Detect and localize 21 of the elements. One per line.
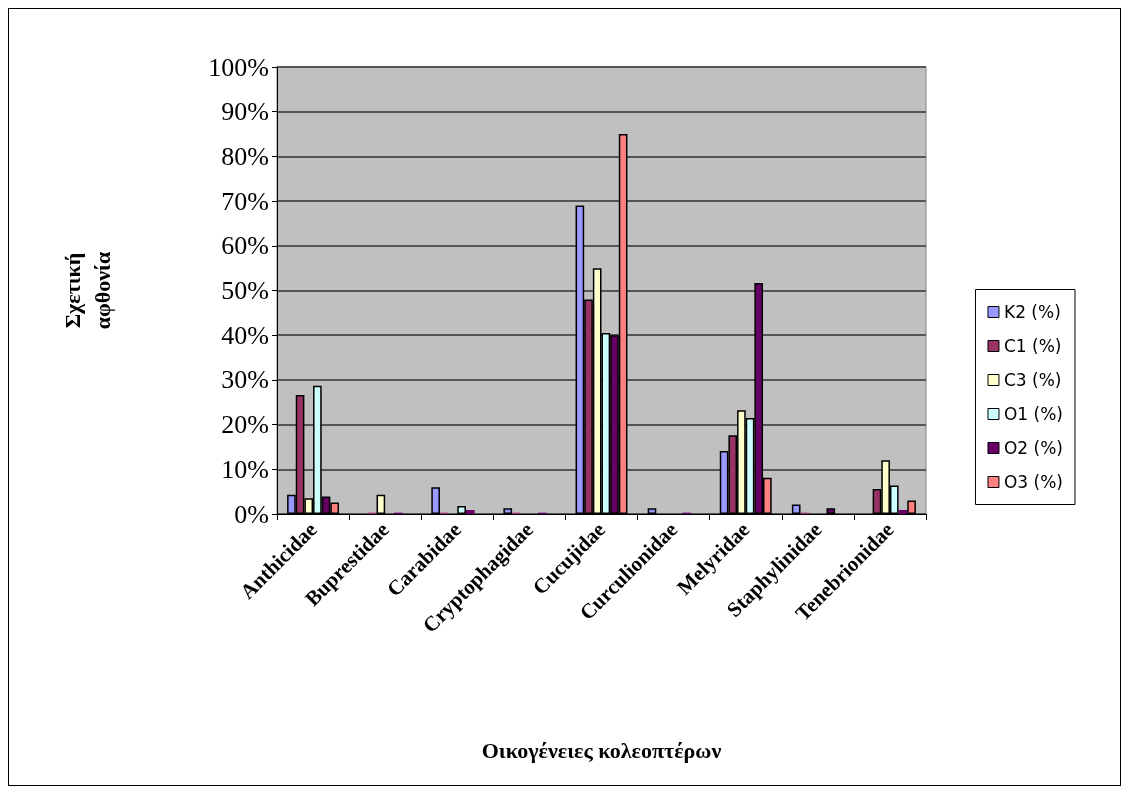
legend-label: O3 (%) <box>1003 472 1064 492</box>
legend-label: C1 (%) <box>1003 336 1062 356</box>
bar <box>465 509 475 514</box>
bar <box>898 509 908 514</box>
y-tick-label: 70% <box>221 186 269 216</box>
y-tick-label: 90% <box>221 97 269 127</box>
y-tick-label: 30% <box>221 365 269 395</box>
y-tick-label: 0% <box>234 499 269 529</box>
legend-label: O1 (%) <box>1003 404 1064 424</box>
y-tick-label: 100% <box>208 52 269 82</box>
y-tick-label: 40% <box>221 320 269 350</box>
legend-label: C3 (%) <box>1003 370 1062 390</box>
legend-label: K2 (%) <box>1003 302 1061 322</box>
y-tick-label: 20% <box>221 410 269 440</box>
legend-label: O2 (%) <box>1003 438 1064 458</box>
x-axis-title: Οικογένειες κολεοπτέρων <box>481 737 722 763</box>
y-tick-label: 80% <box>221 141 269 171</box>
y-tick-label: 10% <box>221 454 269 484</box>
y-tick-label: 50% <box>221 276 269 305</box>
y-axis-title: Σχετική αφθονία <box>59 251 115 330</box>
y-tick-label: 60% <box>221 231 269 261</box>
